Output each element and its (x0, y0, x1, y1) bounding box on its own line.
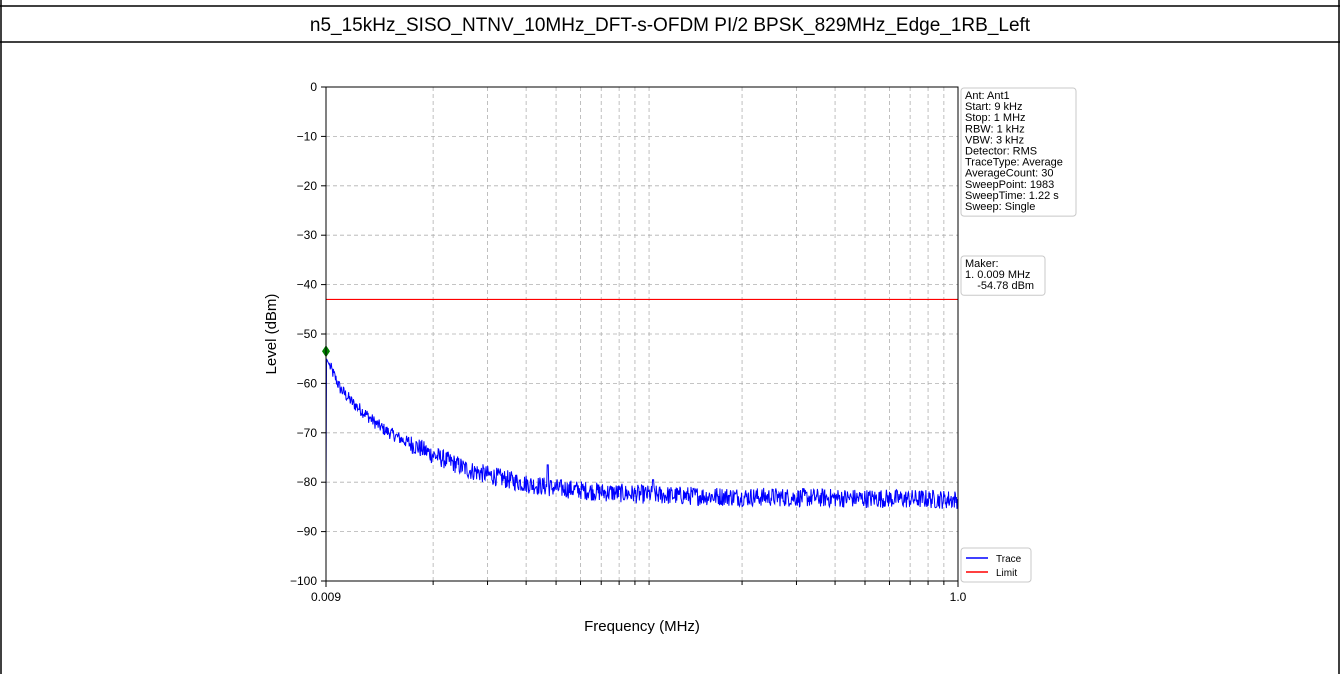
settings-box-line: SweepPoint: 1983 (965, 179, 1054, 191)
legend: Trace Limit (960, 547, 1032, 583)
y-tick-label: −70 (297, 426, 318, 440)
marker-box-line: Maker: (965, 258, 999, 270)
marker-info-box: Maker:1. 0.009 MHz -54.78 dBm (960, 255, 1046, 296)
legend-label: Trace (996, 554, 1022, 565)
y-tick-label: −30 (297, 228, 318, 242)
y-tick-label: −100 (290, 574, 317, 588)
table-title: n5_15kHz_SISO_NTNV_10MHz_DFT-s-OFDM PI/2… (309, 15, 1031, 36)
trace-line (325, 358, 959, 509)
x-tick-label: 1.0 (950, 590, 967, 604)
x-tick-label: 0.009 (311, 590, 341, 604)
settings-box-line: SweepTime: 1.22 s (965, 190, 1059, 202)
settings-box-line: VBW: 3 kHz (965, 134, 1024, 146)
settings-box-border (960, 87, 1077, 217)
settings-box-line: Stop: 1 MHz (965, 112, 1026, 124)
x-axis-label: Frequency (MHz) (584, 618, 700, 635)
settings-box-line: Sweep: Single (965, 201, 1035, 213)
y-axis-label: Level (dBm) (263, 294, 280, 375)
series-layer (322, 298, 959, 509)
settings-box-line: Ant: Ant1 (965, 90, 1010, 102)
settings-box-line: TraceType: Average (965, 157, 1063, 169)
settings-box-line: RBW: 1 kHz (965, 123, 1025, 135)
y-tick-label: −60 (297, 376, 318, 390)
y-tick-label: −80 (297, 475, 318, 489)
settings-box-line: Detector: RMS (965, 146, 1037, 158)
axis-ticks: 0 −10 −20 −30 −40 −50 −60 −70 −80 −90 −100 0.009 1.0 (290, 80, 967, 604)
y-tick-label: −50 (297, 327, 318, 341)
marker-box-border (960, 255, 1046, 296)
y-tick-label: −40 (297, 278, 318, 292)
y-tick-label: 0 (310, 80, 317, 94)
y-tick-label: −10 (297, 129, 318, 143)
settings-box-line: AverageCount: 30 (965, 168, 1053, 180)
legend-border (960, 547, 1032, 583)
y-tick-label: −20 (297, 179, 318, 193)
marker-box-line: -54.78 dBm (965, 280, 1034, 292)
y-tick-label: −90 (297, 525, 318, 539)
legend-label: Limit (996, 568, 1017, 579)
grid (326, 87, 958, 581)
settings-box-line: Start: 9 kHz (965, 101, 1022, 113)
marker-box-line: 1. 0.009 MHz (965, 269, 1030, 281)
